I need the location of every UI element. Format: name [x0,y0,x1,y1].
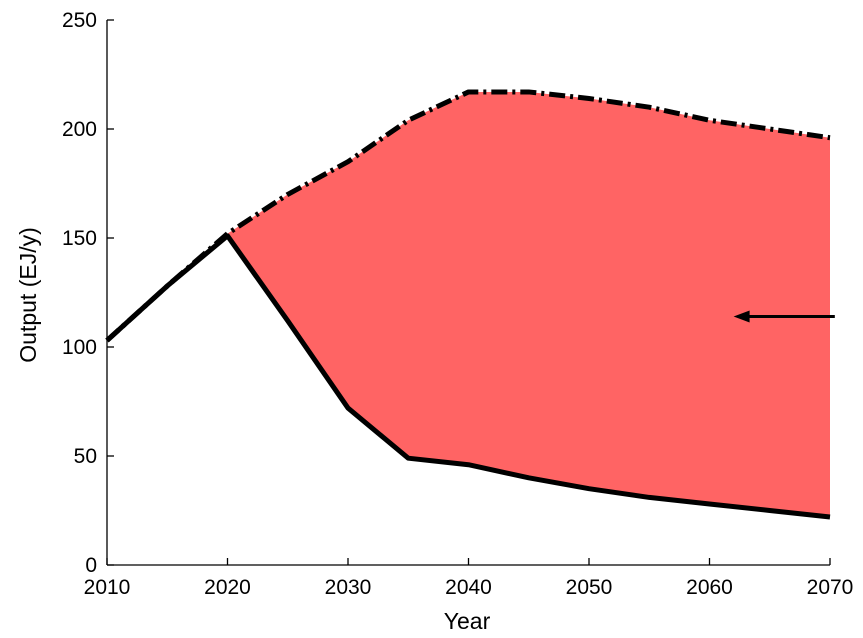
x-tick-label-2020: 2020 [204,576,251,599]
x-tick-label-2030: 2030 [325,576,372,599]
y-tick-label-150: 150 [62,227,97,250]
x-tick-label-2070: 2070 [807,576,854,599]
y-tick-label-100: 100 [62,336,97,359]
x-tick-label-2010: 2010 [84,576,131,599]
y-axis-title: Output (EJ/y) [15,227,41,362]
y-tick-label-0: 0 [85,554,97,577]
y-tick-label-50: 50 [74,445,97,468]
x-axis-title: Year [444,608,491,634]
x-tick-label-2040: 2040 [445,576,492,599]
lower-series-line [105,233,831,520]
y-tick-label-250: 250 [62,9,97,32]
x-tick-label-2050: 2050 [566,576,613,599]
x-tick-label-2060: 2060 [686,576,733,599]
upper-series-line [105,89,831,343]
y-tick-label-200: 200 [62,118,97,141]
shaded-range-area [167,91,830,518]
annotation-arrow-head [733,310,750,323]
